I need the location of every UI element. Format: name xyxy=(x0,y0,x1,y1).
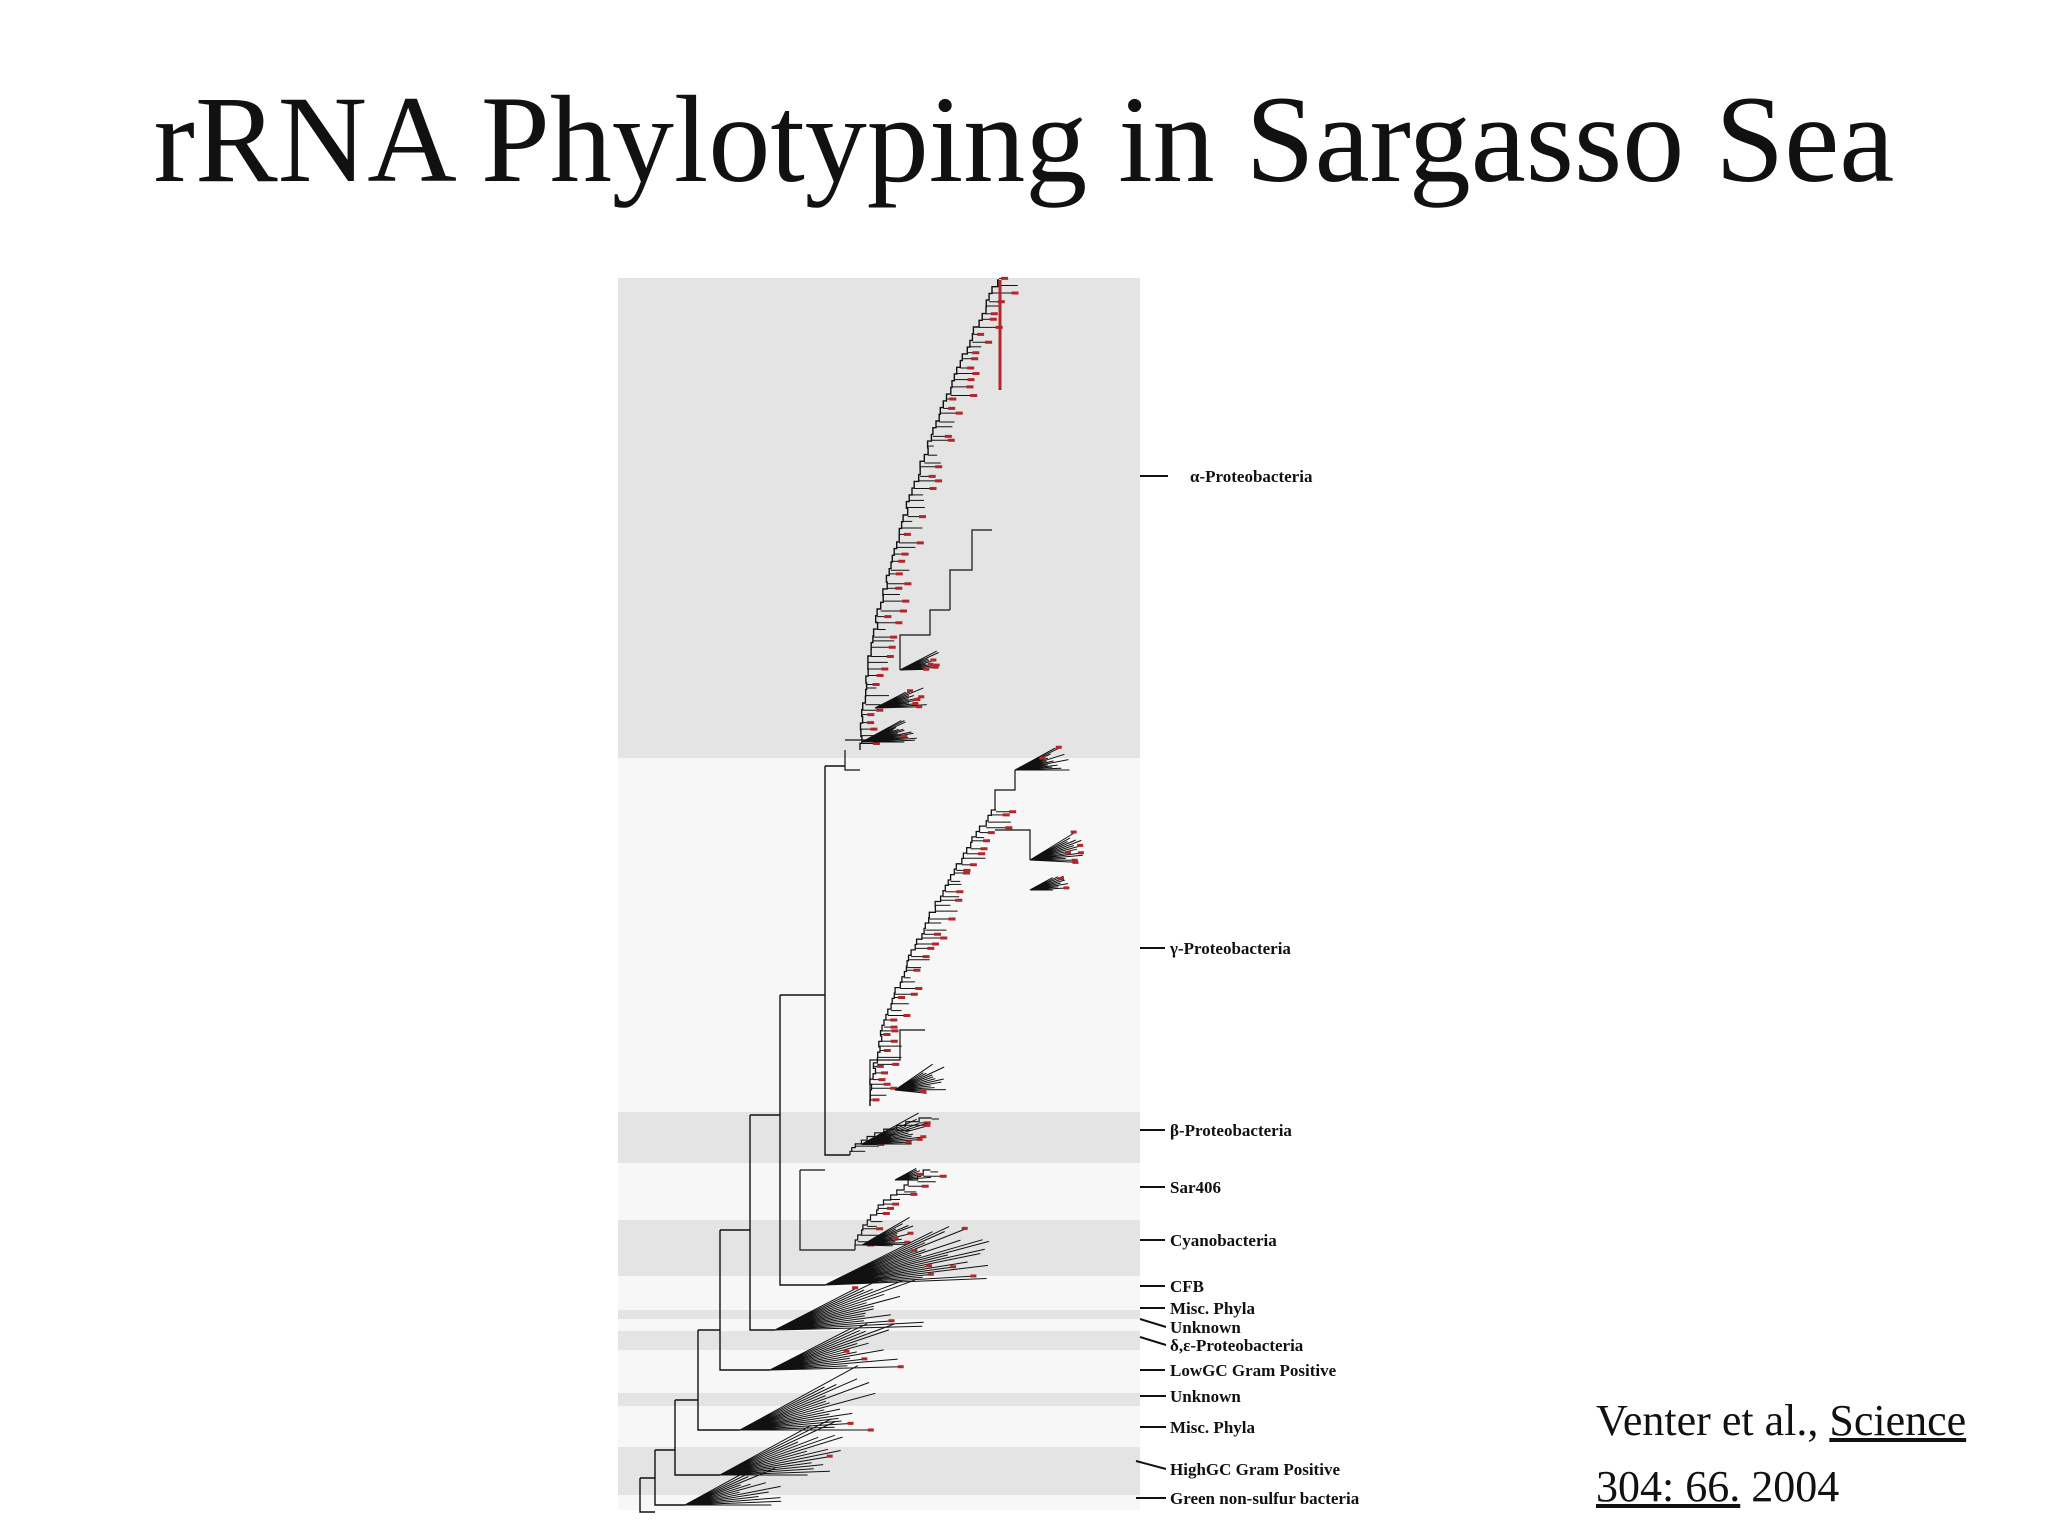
tree-branch xyxy=(905,1123,931,1144)
clade-band xyxy=(618,1350,1140,1393)
tree-branch xyxy=(854,1169,931,1250)
clade-band xyxy=(618,1447,1140,1495)
tree-branch xyxy=(1065,830,1084,864)
clade-label: Green non-sulfur bacteria xyxy=(1170,1489,1360,1508)
clade-label: LowGC Gram Positive xyxy=(1170,1361,1337,1380)
citation-volume-link[interactable]: 304: 66. xyxy=(1596,1462,1741,1511)
tree-branch xyxy=(899,609,950,670)
tree-branch xyxy=(824,765,850,1156)
tree-branch xyxy=(774,1276,924,1331)
tree-branch xyxy=(872,810,1017,1102)
clade-band xyxy=(618,1310,1140,1319)
tree-branch xyxy=(874,687,927,709)
tree-branch xyxy=(844,739,870,771)
clade-label: γ-Proteobacteria xyxy=(1169,939,1291,958)
clade-label: Unknown xyxy=(1170,1387,1241,1406)
phylogenetic-tree: α-Proteobacteria γ-Proteobacteria β-Proteo… xyxy=(618,276,1360,1513)
tree-branch xyxy=(639,1477,655,1513)
clade-leader-line xyxy=(1135,1460,1167,1470)
tree-branch xyxy=(1039,745,1062,760)
citation: Venter et al., Science 304: 66. 2004 xyxy=(1596,1388,2036,1520)
clade-band xyxy=(618,278,1140,758)
tree-branch xyxy=(861,1112,930,1145)
tree-branch xyxy=(894,1063,946,1094)
tree-branch xyxy=(892,1231,914,1244)
clade-label: CFB xyxy=(1170,1277,1204,1296)
clade-band xyxy=(618,1406,1140,1447)
tree-branch xyxy=(847,1421,874,1432)
tree-branch xyxy=(739,1365,876,1431)
clade-label: α-Proteobacteria xyxy=(1190,467,1313,486)
tree-branch xyxy=(719,1229,770,1371)
tree-branch xyxy=(843,1349,904,1369)
clade-label: Misc. Phyla xyxy=(1170,1418,1255,1437)
tree-branch xyxy=(824,1226,990,1286)
phylogenetic-tree-figure: α-Proteobacteria γ-Proteobacteria β-Proteo… xyxy=(600,270,1660,1520)
tree-branch xyxy=(911,1226,977,1278)
tree-branch xyxy=(861,1216,914,1247)
tree-branch xyxy=(861,720,917,743)
citation-authors: Venter et al., xyxy=(1596,1396,1830,1445)
tree-branch xyxy=(1014,746,1070,771)
tree-branch xyxy=(869,1029,925,1106)
clade-leader-line xyxy=(1139,1318,1167,1328)
clade-label: HighGC Gram Positive xyxy=(1170,1460,1340,1479)
tree-branch xyxy=(859,279,1000,750)
citation-year: 2004 xyxy=(1740,1462,1840,1511)
tree-branch xyxy=(899,650,939,671)
clade-label: δ,ε-Proteobacteria xyxy=(1170,1336,1304,1355)
tree-branch xyxy=(994,770,1031,860)
tree-branch xyxy=(852,1286,895,1323)
clade-band xyxy=(618,1495,1140,1510)
slide-title: rRNA Phylotyping in Sargasso Sea xyxy=(153,71,1895,208)
clade-label: Cyanobacteria xyxy=(1170,1231,1277,1250)
tree-branch xyxy=(684,1468,782,1506)
tree-branch xyxy=(1029,831,1083,863)
clade-label: Misc. Phyla xyxy=(1170,1299,1255,1318)
tree-branch xyxy=(1058,877,1070,890)
tree-branch xyxy=(1029,875,1069,891)
tree-branch xyxy=(779,994,825,1286)
tree-branch xyxy=(697,1329,740,1431)
clade-band xyxy=(618,1331,1140,1350)
tree-branch xyxy=(674,1399,720,1476)
tree-branch xyxy=(769,1323,903,1371)
tree-branch xyxy=(923,658,940,671)
tree-branch xyxy=(894,1167,932,1181)
clade-band xyxy=(618,1393,1140,1406)
tree-branch xyxy=(799,1169,855,1251)
clade-label: Unknown xyxy=(1170,1318,1241,1337)
tree-branch xyxy=(907,689,925,709)
tree-branch xyxy=(869,809,997,1106)
citation-journal-link[interactable]: Science xyxy=(1829,1396,1967,1445)
tree-branch xyxy=(749,1114,780,1331)
tree-branch xyxy=(654,1449,685,1506)
tree-branch xyxy=(949,529,992,610)
clade-leader-line xyxy=(1139,1336,1167,1346)
clade-label: β-Proteobacteria xyxy=(1170,1121,1292,1140)
clade-band xyxy=(618,1163,1140,1220)
clade-band xyxy=(618,758,1140,1112)
clade-label: Sar406 xyxy=(1170,1178,1221,1197)
